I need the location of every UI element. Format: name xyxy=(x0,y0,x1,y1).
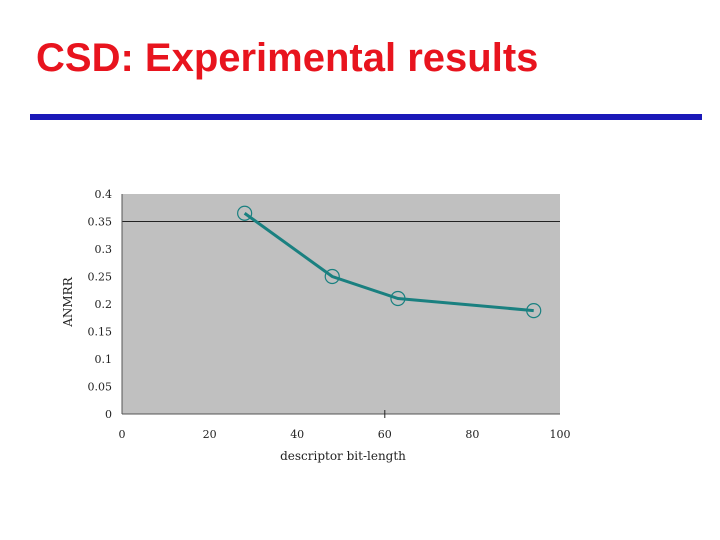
series-line xyxy=(243,212,534,313)
x-axis-label: descriptor bit-length xyxy=(280,449,406,463)
x-tick-label: 20 xyxy=(203,428,217,441)
data-point-marker xyxy=(390,290,406,307)
x-tick-labels: 0 20 40 60 80 100 xyxy=(119,428,571,441)
y-tick-labels: 0 0.05 0.1 0.15 0.2 0.25 0.3 0.35 0.4 xyxy=(88,188,113,421)
y-tick-label: 0.25 xyxy=(88,271,113,284)
y-tick-label: 0.4 xyxy=(95,188,113,201)
data-point-marker xyxy=(237,205,253,221)
y-tick-label: 0.2 xyxy=(95,298,113,311)
y-tick-label: 0.1 xyxy=(95,353,113,366)
title-divider xyxy=(30,114,702,120)
x-tick-label: 80 xyxy=(465,428,479,441)
plot-area xyxy=(122,194,560,414)
y-tick-label: 0.05 xyxy=(88,381,113,394)
series xyxy=(237,205,542,319)
x-tick-label: 40 xyxy=(290,428,304,441)
x-tick-label: 60 xyxy=(378,428,392,441)
x-tick-label: 0 xyxy=(119,428,126,441)
data-point-marker xyxy=(526,303,542,319)
data-point-marker xyxy=(324,268,340,285)
slide-title: CSD: Experimental results xyxy=(36,36,539,80)
y-tick-label: 0.15 xyxy=(88,326,113,339)
axes xyxy=(121,194,560,418)
y-tick-label: 0.35 xyxy=(88,216,113,229)
x-tick-label: 100 xyxy=(550,428,571,441)
y-tick-label: 0 xyxy=(105,408,112,421)
y-tick-label: 0.3 xyxy=(95,243,113,256)
y-axis-label: ANMRR xyxy=(61,276,75,327)
